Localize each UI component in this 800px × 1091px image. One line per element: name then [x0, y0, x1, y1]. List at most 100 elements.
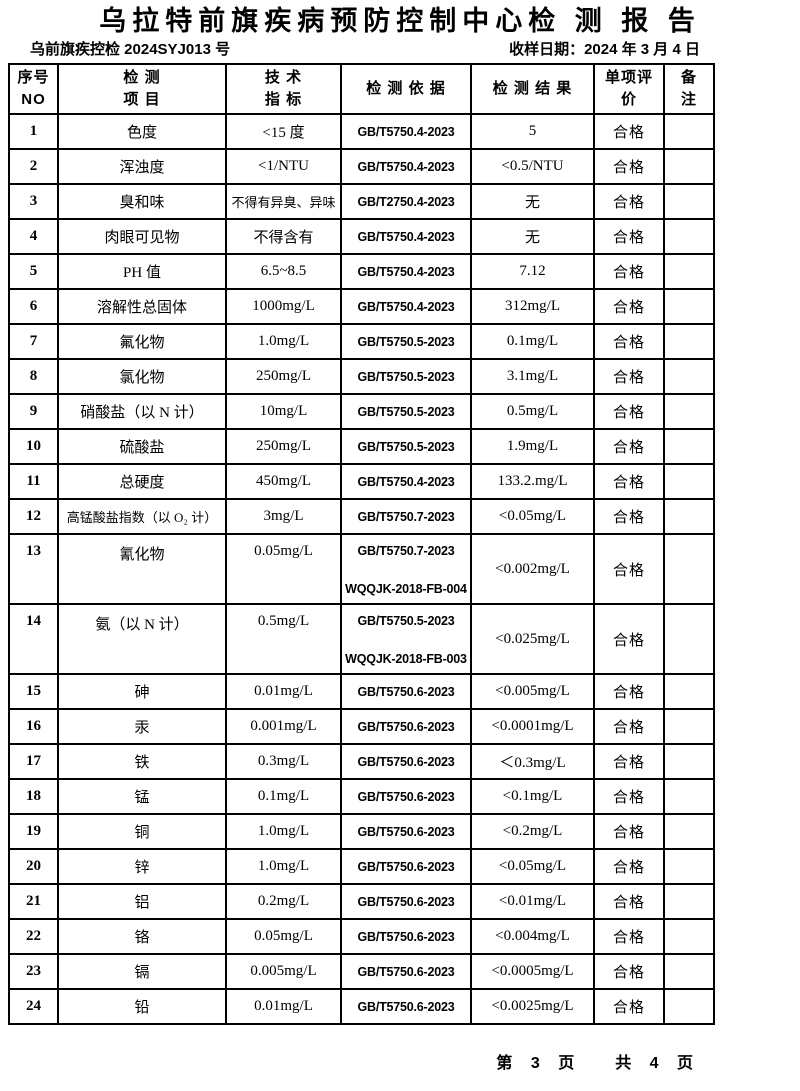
cell-serial-no: 18 — [8, 778, 59, 815]
table-row: 4 肉眼可见物 不得含有 GB/T5750.4-2023 无 合格 — [8, 218, 715, 255]
table-row: 24 铅 0.01mg/L GB/T5750.6-2023 <0.0025mg/… — [8, 988, 715, 1025]
cell-evaluation: 合格 — [593, 988, 665, 1025]
page-number-total: 共 4 页 — [615, 1055, 700, 1072]
cell-indicator: 0.001mg/L — [225, 708, 342, 745]
cell-evaluation: 合格 — [593, 148, 665, 185]
cell-indicator: 6.5~8.5 — [225, 253, 342, 290]
cell-item: 铅 — [57, 988, 227, 1025]
cell-result: <0.01mg/L — [470, 883, 595, 920]
table-row: 5 PH 值 6.5~8.5 GB/T5750.4-2023 7.12 合格 — [8, 253, 715, 290]
cell-evaluation: 合格 — [593, 498, 665, 535]
cell-indicator: 0.05mg/L — [225, 918, 342, 955]
table-row: 7 氟化物 1.0mg/L GB/T5750.5-2023 0.1mg/L 合格 — [8, 323, 715, 360]
cell-result: <0.0001mg/L — [470, 708, 595, 745]
cell-note — [663, 323, 715, 360]
table-row: 9 硝酸盐（以 N 计） 10mg/L GB/T5750.5-2023 0.5m… — [8, 393, 715, 430]
col-header-indicator: 技 术 指 标 — [225, 63, 342, 115]
cell-item: 锰 — [57, 778, 227, 815]
cell-indicator: 250mg/L — [225, 358, 342, 395]
report-page: 乌拉特前旗疾病预防控制中心检 测 报 告 乌前旗疾控检 2024SYJ013 号… — [0, 6, 800, 1072]
cell-note — [663, 428, 715, 465]
cell-note — [663, 883, 715, 920]
cell-serial-no: 17 — [8, 743, 59, 780]
cell-indicator: 0.2mg/L — [225, 883, 342, 920]
cell-serial-no: 5 — [8, 253, 59, 290]
cell-note — [663, 533, 715, 605]
cell-basis: GB/T5750.5-2023 — [340, 393, 472, 430]
cell-basis: GB/T5750.4-2023 — [340, 463, 472, 500]
table-row: 11 总硬度 450mg/L GB/T5750.4-2023 133.2.mg/… — [8, 463, 715, 500]
cell-evaluation: 合格 — [593, 813, 665, 850]
cell-evaluation: 合格 — [593, 288, 665, 325]
cell-note — [663, 708, 715, 745]
cell-indicator: 0.3mg/L — [225, 743, 342, 780]
cell-note — [663, 743, 715, 780]
cell-note — [663, 778, 715, 815]
cell-basis: GB/T5750.6-2023 — [340, 708, 472, 745]
cell-result: 5 — [470, 113, 595, 150]
cell-result: <0.002mg/L — [470, 533, 595, 605]
cell-indicator: 250mg/L — [225, 428, 342, 465]
basis-line-2: WQQJK-2018-FB-003 — [345, 652, 467, 666]
cell-indicator: 1.0mg/L — [225, 848, 342, 885]
cell-note — [663, 218, 715, 255]
cell-result: <0.05mg/L — [470, 848, 595, 885]
cell-basis: GB/T5750.7-2023 WQQJK-2018-FB-004 — [340, 533, 472, 605]
cell-evaluation: 合格 — [593, 428, 665, 465]
cell-result: <0.5/NTU — [470, 148, 595, 185]
cell-note — [663, 113, 715, 150]
cell-item: 总硬度 — [57, 463, 227, 500]
cell-basis: GB/T5750.5-2023 — [340, 358, 472, 395]
cell-serial-no: 21 — [8, 883, 59, 920]
cell-result: <0.2mg/L — [470, 813, 595, 850]
table-row: 10 硫酸盐 250mg/L GB/T5750.5-2023 1.9mg/L 合… — [8, 428, 715, 465]
cell-evaluation: 合格 — [593, 603, 665, 675]
sample-date: 收样日期：2024 年 3 月 4 日 — [509, 41, 700, 58]
cell-result: <0.005mg/L — [470, 673, 595, 710]
table-row: 13 氰化物 0.05mg/L GB/T5750.7-2023 WQQJK-20… — [8, 533, 715, 605]
cell-basis: GB/T5750.6-2023 — [340, 883, 472, 920]
cell-result: ＜0.3mg/L — [470, 743, 595, 780]
cell-basis: GB/T5750.6-2023 — [340, 918, 472, 955]
cell-indicator: 1000mg/L — [225, 288, 342, 325]
table-row: 14 氨（以 N 计） 0.5mg/L GB/T5750.5-2023 WQQJ… — [8, 603, 715, 675]
cell-evaluation: 合格 — [593, 778, 665, 815]
cell-result: <0.05mg/L — [470, 498, 595, 535]
cell-indicator: 0.005mg/L — [225, 953, 342, 990]
cell-indicator: 0.05mg/L — [225, 533, 342, 605]
table-row: 8 氯化物 250mg/L GB/T5750.5-2023 3.1mg/L 合格 — [8, 358, 715, 395]
cell-item: 铝 — [57, 883, 227, 920]
cell-indicator: 0.01mg/L — [225, 673, 342, 710]
cell-indicator: 不得含有 — [225, 218, 342, 255]
cell-result: 0.5mg/L — [470, 393, 595, 430]
table-row: 20 锌 1.0mg/L GB/T5750.6-2023 <0.05mg/L 合… — [8, 848, 715, 885]
page-number-current: 第 3 页 — [496, 1055, 582, 1072]
page-title: 乌拉特前旗疾病预防控制中心检 测 报 告 — [99, 6, 701, 36]
cell-evaluation: 合格 — [593, 463, 665, 500]
cell-serial-no: 11 — [8, 463, 59, 500]
cell-basis: GB/T5750.6-2023 — [340, 743, 472, 780]
col-header-result: 检 测 结 果 — [470, 63, 595, 115]
cell-indicator: 0.5mg/L — [225, 603, 342, 675]
test-results-table: 序号 NO 检 测 项 目 技 术 指 标 检 测 依 据 检 测 结 果 单项… — [8, 63, 715, 1025]
cell-item: 肉眼可见物 — [57, 218, 227, 255]
cell-serial-no: 9 — [8, 393, 59, 430]
cell-note — [663, 253, 715, 290]
cell-result: 无 — [470, 183, 595, 220]
cell-serial-no: 13 — [8, 533, 59, 605]
cell-evaluation: 合格 — [593, 323, 665, 360]
cell-item: 色度 — [57, 113, 227, 150]
cell-item: 氨（以 N 计） — [57, 603, 227, 675]
cell-basis: GB/T5750.5-2023 WQQJK-2018-FB-003 — [340, 603, 472, 675]
cell-serial-no: 1 — [8, 113, 59, 150]
cell-note — [663, 918, 715, 955]
cell-evaluation: 合格 — [593, 673, 665, 710]
cell-evaluation: 合格 — [593, 183, 665, 220]
cell-indicator: 1.0mg/L — [225, 323, 342, 360]
cell-item: PH 值 — [57, 253, 227, 290]
cell-basis: GB/T5750.4-2023 — [340, 288, 472, 325]
cell-serial-no: 8 — [8, 358, 59, 395]
cell-basis: GB/T5750.5-2023 — [340, 428, 472, 465]
cell-result: 7.12 — [470, 253, 595, 290]
cell-evaluation: 合格 — [593, 883, 665, 920]
